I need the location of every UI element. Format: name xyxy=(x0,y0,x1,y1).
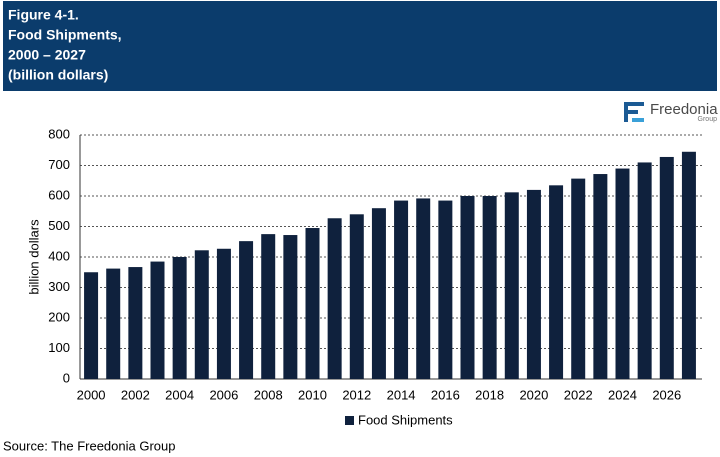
x-tick-label: 2022 xyxy=(564,387,593,402)
bar xyxy=(637,162,652,379)
bar xyxy=(106,268,121,379)
bar xyxy=(460,196,475,379)
bar xyxy=(194,250,209,379)
bar xyxy=(438,200,453,379)
x-tick-label: 2020 xyxy=(519,387,548,402)
bar xyxy=(327,218,342,379)
x-tick-label: 2002 xyxy=(121,387,150,402)
x-tick-label: 2000 xyxy=(77,387,106,402)
y-tick-label: 400 xyxy=(48,248,70,263)
bar xyxy=(128,267,143,379)
y-tick-label: 0 xyxy=(63,370,70,385)
logo-name: Freedonia xyxy=(650,101,718,118)
bar xyxy=(305,228,320,379)
bar xyxy=(283,235,298,379)
bar xyxy=(416,198,431,379)
logo-bar xyxy=(632,118,644,122)
y-tick-label: 700 xyxy=(48,157,70,172)
logo-bar xyxy=(624,102,644,106)
y-tick-label: 300 xyxy=(48,279,70,294)
chart-title: Figure 4-1. xyxy=(8,7,79,23)
logo-sub: Group xyxy=(698,116,718,123)
x-tick-label: 2012 xyxy=(342,387,371,402)
bar xyxy=(593,174,608,379)
bar xyxy=(371,208,386,379)
bar xyxy=(84,272,99,379)
bar xyxy=(172,257,187,379)
logo: Freedonia Group xyxy=(624,101,718,123)
x-tick-label: 2024 xyxy=(608,387,637,402)
chart-title: (billion dollars) xyxy=(8,67,108,83)
x-tick-label: 2004 xyxy=(165,387,194,402)
y-tick-label: 200 xyxy=(48,309,70,324)
source: Source: The Freedonia Group xyxy=(3,438,175,453)
bar xyxy=(615,168,630,379)
x-tick-label: 2008 xyxy=(254,387,283,402)
bar xyxy=(526,189,541,379)
bar xyxy=(216,248,231,379)
x-tick-label: 2016 xyxy=(431,387,460,402)
bar xyxy=(394,200,409,379)
bar xyxy=(549,185,564,379)
chart-title: Food Shipments, xyxy=(8,27,122,43)
bar xyxy=(504,192,519,379)
x-tick-label: 2014 xyxy=(387,387,416,402)
logo-bar xyxy=(624,102,628,122)
bar xyxy=(261,234,276,379)
bar xyxy=(659,156,674,379)
x-tick-label: 2018 xyxy=(475,387,504,402)
legend-label: Food Shipments xyxy=(358,412,453,427)
y-tick-label: 800 xyxy=(48,126,70,141)
legend-swatch xyxy=(345,416,354,425)
bar xyxy=(239,241,254,379)
bar xyxy=(482,196,497,379)
y-tick-label: 100 xyxy=(48,340,70,355)
x-tick-label: 2026 xyxy=(652,387,681,402)
bar xyxy=(571,178,586,379)
y-tick-label: 500 xyxy=(48,218,70,233)
x-tick-label: 2006 xyxy=(209,387,238,402)
bar xyxy=(150,261,165,379)
y-axis-label: billion dollars xyxy=(26,219,41,295)
chart-title: 2000 – 2027 xyxy=(8,47,86,63)
bar xyxy=(349,214,364,379)
logo-bar xyxy=(624,110,638,114)
y-tick-label: 600 xyxy=(48,187,70,202)
x-tick-label: 2010 xyxy=(298,387,327,402)
header-band xyxy=(3,1,717,91)
bar xyxy=(681,151,696,379)
